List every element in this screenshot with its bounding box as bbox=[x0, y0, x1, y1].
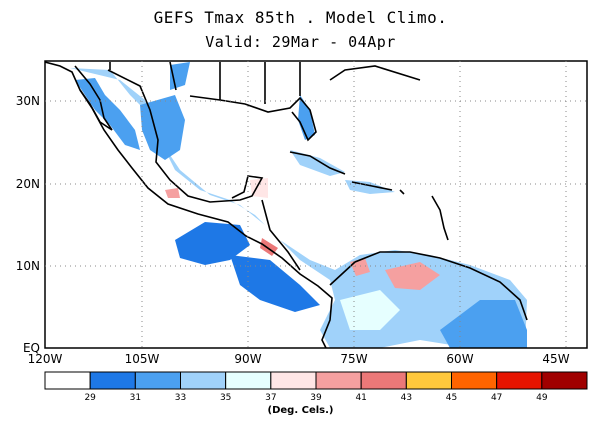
colorbar bbox=[44, 371, 588, 390]
map-subtitle: Valid: 29Mar - 04Apr bbox=[205, 33, 396, 51]
colorbar-swatch bbox=[405, 371, 453, 390]
lon-tick-label: 60W bbox=[446, 352, 473, 366]
colorbar-units: (Deg. Cels.) bbox=[267, 405, 334, 416]
colorbar-swatch bbox=[451, 371, 498, 390]
map-title: GEFS Tmax 85th . Model Climo. bbox=[153, 8, 448, 27]
colorbar-swatch bbox=[360, 371, 407, 390]
colorbar-swatch bbox=[496, 371, 543, 390]
lon-tick-label: 45W bbox=[542, 352, 569, 366]
temperature-shading bbox=[70, 62, 527, 348]
colorbar-tick-label: 49 bbox=[536, 393, 548, 403]
lat-tick-label: 10N bbox=[16, 259, 40, 273]
colorbar-swatch bbox=[225, 371, 272, 390]
colorbar-tick-label: 35 bbox=[220, 393, 231, 403]
coastlines bbox=[45, 61, 528, 348]
gridlines bbox=[45, 61, 587, 348]
lon-axis: 120W 105W 90W 75W 60W 45W bbox=[28, 352, 570, 366]
lon-tick-label: 105W bbox=[125, 352, 160, 366]
map-frame bbox=[44, 60, 588, 349]
colorbar-swatch bbox=[180, 371, 227, 390]
colorbar-tick-label: 41 bbox=[355, 393, 366, 403]
colorbar-labels: 29 31 33 35 37 39 41 43 45 47 49 bbox=[84, 393, 547, 403]
colorbar-swatch bbox=[44, 371, 91, 390]
colorbar-swatch bbox=[89, 371, 136, 390]
colorbar-tick-label: 45 bbox=[446, 393, 457, 403]
colorbar-swatch bbox=[541, 371, 588, 390]
lon-tick-label: 120W bbox=[28, 352, 63, 366]
colorbar-tick-label: 31 bbox=[130, 393, 141, 403]
colorbar-tick-label: 33 bbox=[175, 393, 186, 403]
colorbar-tick-label: 47 bbox=[491, 393, 502, 403]
colorbar-swatch bbox=[134, 371, 181, 390]
lat-tick-label: 30N bbox=[16, 94, 40, 108]
colorbar-tick-label: 37 bbox=[265, 393, 276, 403]
colorbar-tick-label: 39 bbox=[310, 393, 322, 403]
colorbar-swatch bbox=[315, 371, 362, 390]
lat-tick-label: EQ bbox=[23, 341, 40, 355]
lon-tick-label: 75W bbox=[340, 352, 367, 366]
lat-tick-label: 20N bbox=[16, 177, 40, 191]
colorbar-swatch bbox=[270, 371, 317, 390]
colorbar-tick-label: 29 bbox=[84, 393, 96, 403]
colorbar-tick-label: 43 bbox=[401, 393, 412, 403]
lon-tick-label: 90W bbox=[234, 352, 261, 366]
lat-axis: 30N 20N 10N EQ bbox=[16, 94, 40, 355]
map-body bbox=[45, 61, 528, 348]
